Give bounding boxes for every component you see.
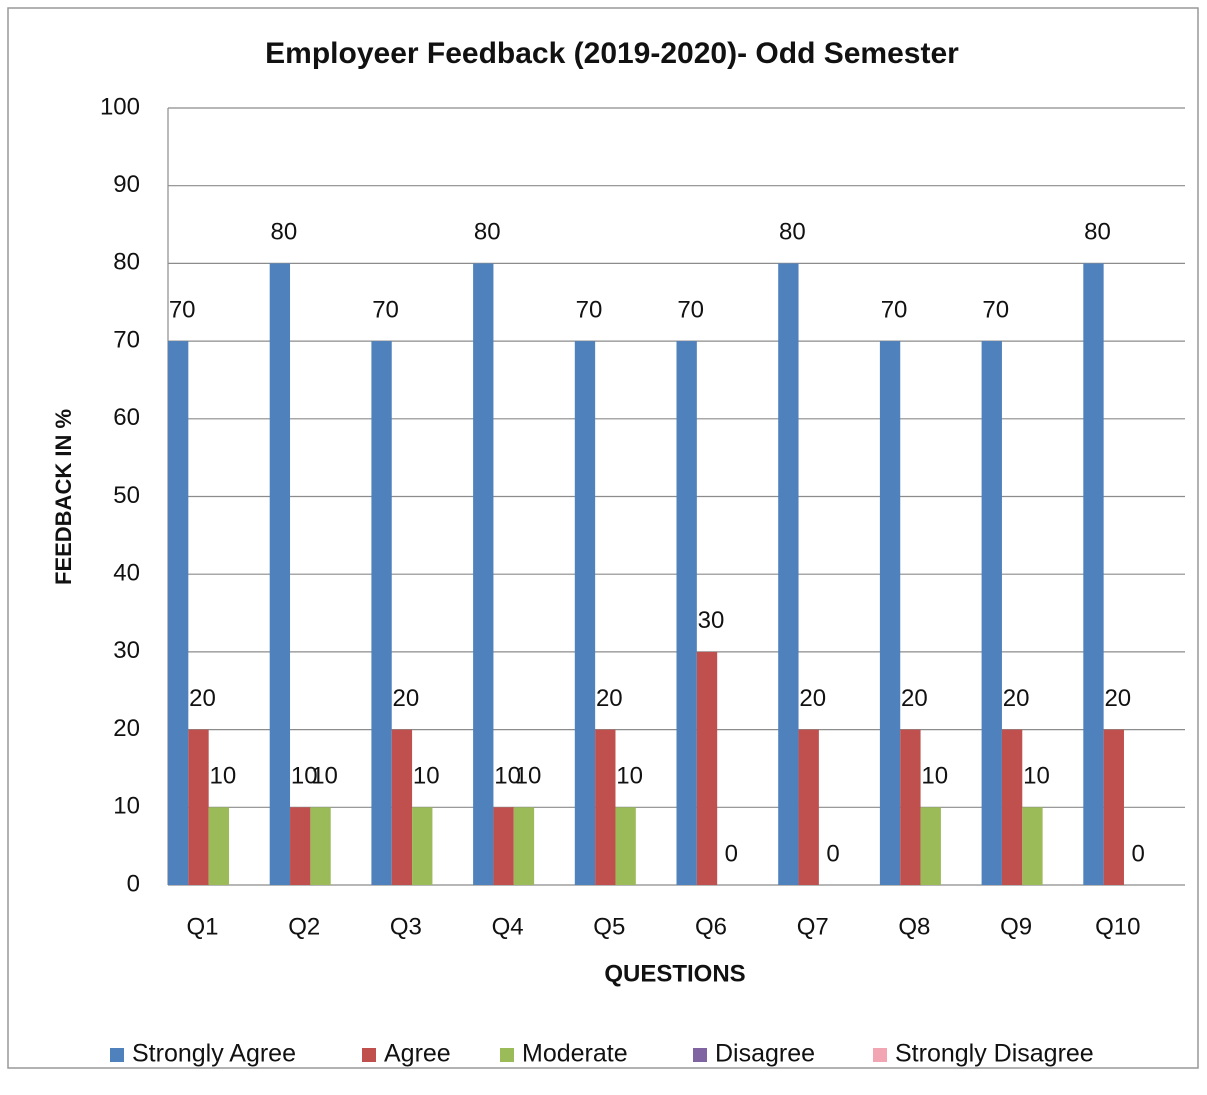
data-label: 0	[826, 840, 839, 867]
legend-swatch	[693, 1048, 707, 1062]
bar	[1103, 729, 1124, 885]
y-tick-label: 40	[113, 560, 140, 587]
data-label: 10	[494, 763, 521, 790]
bar	[473, 263, 494, 885]
bar	[574, 341, 596, 886]
data-label: 20	[799, 685, 826, 712]
data-label: 80	[1084, 219, 1111, 246]
legend-swatch	[873, 1048, 887, 1062]
y-tick-label: 10	[113, 793, 140, 820]
data-label: 10	[209, 763, 236, 790]
legend-swatch	[500, 1048, 514, 1062]
legend-swatch	[110, 1048, 124, 1062]
bar	[981, 341, 1002, 886]
y-tick-label: 70	[113, 326, 140, 353]
legend-label: Strongly Disagree	[895, 1040, 1094, 1068]
bar	[513, 807, 535, 885]
y-tick-label: 60	[113, 404, 140, 431]
x-axis-label: QUESTIONS	[604, 960, 745, 987]
bar	[595, 729, 616, 885]
chart-title: Employeer Feedback (2019-2020)- Odd Seme…	[265, 37, 959, 70]
bar	[208, 807, 230, 885]
x-tick-label: Q5	[593, 913, 625, 940]
bar	[879, 341, 901, 886]
legend-swatch	[362, 1048, 376, 1062]
data-label: 10	[291, 763, 318, 790]
x-tick-label: Q7	[797, 913, 829, 940]
data-label: 70	[677, 296, 704, 323]
data-label: 10	[413, 763, 440, 790]
data-label: 20	[901, 685, 928, 712]
y-tick-label: 20	[113, 715, 140, 742]
legend-label: Agree	[384, 1040, 451, 1068]
data-label: 70	[372, 296, 399, 323]
bar	[615, 807, 636, 885]
data-label: 80	[779, 219, 806, 246]
bar	[168, 341, 189, 886]
data-label: 70	[881, 296, 908, 323]
bar	[1022, 807, 1043, 885]
bar	[371, 341, 392, 886]
legend-label: Moderate	[522, 1040, 628, 1068]
x-tick-label: Q2	[288, 913, 320, 940]
x-tick-label: Q8	[898, 913, 930, 940]
data-label: 20	[189, 685, 216, 712]
data-label: 0	[725, 840, 738, 867]
data-label: 20	[1104, 685, 1131, 712]
data-label: 10	[515, 763, 542, 790]
data-label: 20	[393, 685, 420, 712]
data-label: 30	[698, 607, 725, 634]
y-axis-label: FEEDBACK IN %	[51, 409, 76, 585]
bar	[900, 729, 921, 885]
data-label: 10	[616, 763, 643, 790]
y-tick-label: 30	[113, 637, 140, 664]
chart-border	[7, 7, 1199, 1069]
data-label: 20	[1003, 685, 1030, 712]
bar	[412, 807, 433, 885]
data-label: 80	[474, 219, 501, 246]
x-tick-label: Q10	[1095, 913, 1140, 940]
bar	[493, 807, 514, 885]
bar	[696, 651, 718, 885]
bar	[290, 807, 311, 885]
bar	[188, 729, 209, 885]
bar	[391, 729, 413, 885]
y-tick-label: 80	[113, 249, 140, 276]
data-label: 80	[271, 219, 298, 246]
legend-label: Strongly Agree	[132, 1040, 296, 1068]
data-label: 10	[311, 763, 338, 790]
bar	[310, 807, 331, 885]
bar	[269, 263, 291, 885]
bar	[676, 341, 697, 886]
bar	[920, 807, 941, 885]
bar	[1083, 263, 1104, 885]
y-tick-label: 50	[113, 482, 140, 509]
data-label: 10	[1023, 763, 1050, 790]
data-label: 0	[1131, 840, 1144, 867]
data-label: 20	[596, 685, 623, 712]
bar	[778, 263, 799, 885]
bar	[798, 729, 819, 885]
y-tick-label: 0	[127, 870, 140, 897]
x-tick-label: Q9	[1000, 913, 1032, 940]
x-tick-label: Q6	[695, 913, 727, 940]
x-tick-label: Q3	[390, 913, 422, 940]
legend-label: Disagree	[715, 1040, 815, 1068]
data-label: 10	[921, 763, 948, 790]
data-label: 70	[982, 296, 1009, 323]
x-tick-label: Q4	[492, 913, 524, 940]
y-tick-label: 100	[100, 93, 140, 120]
data-label: 70	[169, 296, 196, 323]
y-tick-label: 90	[113, 171, 140, 198]
x-tick-label: Q1	[187, 913, 219, 940]
data-label: 70	[576, 296, 603, 323]
bar	[1001, 729, 1023, 885]
